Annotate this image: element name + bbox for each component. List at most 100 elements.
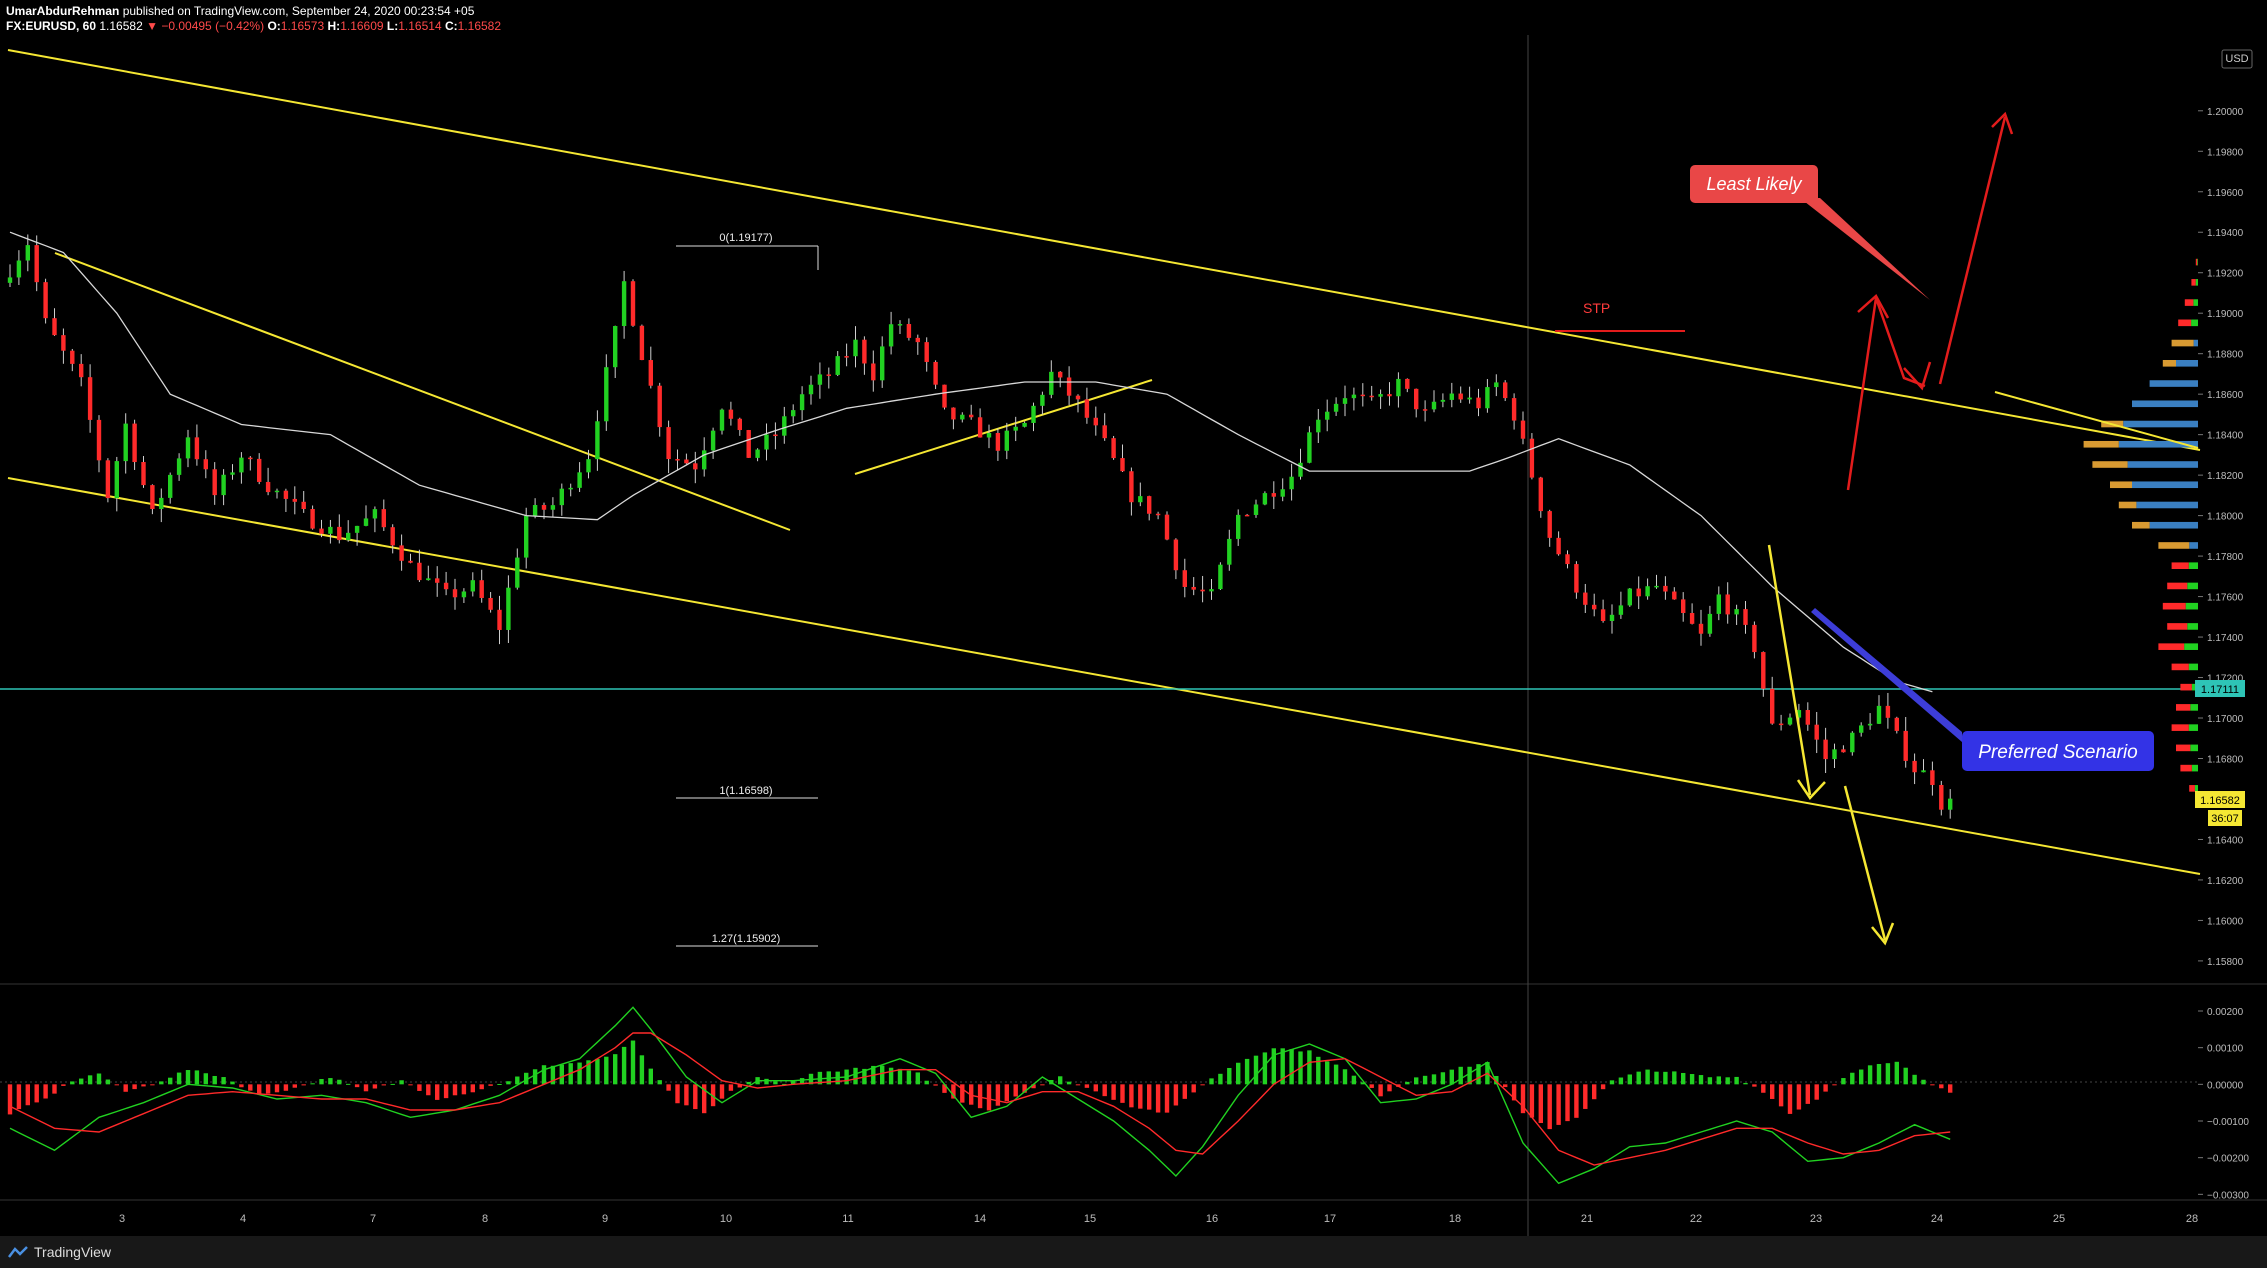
macd-hist-bar bbox=[354, 1084, 360, 1088]
macd-hist-bar bbox=[1414, 1077, 1419, 1085]
price-tick-label: 1.18000 bbox=[2207, 512, 2244, 523]
macd-hist-bar bbox=[328, 1078, 333, 1085]
symbol-label[interactable]: FX:EURUSD, 60 bbox=[6, 19, 97, 33]
candle-body bbox=[915, 337, 920, 343]
channel-bottom-line[interactable] bbox=[7, 477, 2201, 875]
preferred-scenario-callout[interactable]: Preferred Scenario bbox=[1962, 731, 2154, 771]
preferred-arrows[interactable] bbox=[1767, 544, 1895, 946]
candle-body bbox=[746, 430, 751, 458]
author-name[interactable]: UmarAbdurRehman bbox=[6, 4, 120, 18]
macd-hist-bar bbox=[1743, 1082, 1748, 1085]
candle-body bbox=[1930, 770, 1935, 785]
macd-hist-bar bbox=[960, 1084, 965, 1103]
macd-hist-bar bbox=[337, 1079, 342, 1085]
macd-hist-bar bbox=[1369, 1084, 1374, 1088]
candle-body bbox=[1138, 496, 1143, 503]
candle-body bbox=[159, 497, 164, 509]
price-tick-label: 1.17600 bbox=[2207, 593, 2244, 604]
last-price-tag-box bbox=[2195, 791, 2245, 808]
high-value: 1.16609 bbox=[340, 19, 384, 33]
trendlines[interactable] bbox=[7, 49, 2201, 875]
candle-body bbox=[7, 277, 13, 283]
candle-body bbox=[363, 518, 369, 526]
candle-body bbox=[1129, 471, 1134, 503]
support-tag: 1.17111 bbox=[2201, 684, 2239, 696]
candle-body bbox=[185, 437, 191, 459]
macd-hist-bar bbox=[1387, 1084, 1392, 1092]
candle-body bbox=[34, 245, 39, 283]
tradingview-brand[interactable]: TradingView bbox=[34, 1244, 112, 1260]
fibonacci-tool[interactable]: 0(1.19177) 1(1.16598) 1.27(1.15902) bbox=[676, 232, 819, 947]
price-tick-label: 1.16400 bbox=[2207, 835, 2244, 846]
vp-bar-down bbox=[2176, 704, 2191, 711]
vp-bar-down bbox=[2167, 623, 2188, 630]
candle-body bbox=[1814, 724, 1819, 740]
channel-top-line[interactable] bbox=[7, 49, 2201, 451]
price-chart[interactable]: 0(1.19177) 1(1.16598) 1.27(1.15902) STP … bbox=[0, 0, 2267, 1236]
tradingview-logo-icon[interactable] bbox=[8, 1246, 28, 1258]
candle-body bbox=[1672, 591, 1677, 600]
candle-body bbox=[1316, 419, 1321, 433]
macd-hist-bar bbox=[61, 1084, 66, 1086]
macd-tick-label: 0.00000 bbox=[2207, 1080, 2244, 1091]
macd-hist-bar bbox=[212, 1075, 217, 1085]
preferred-box bbox=[1962, 731, 2154, 771]
candle-body bbox=[1111, 438, 1116, 459]
wedge-upper-line[interactable] bbox=[54, 252, 791, 531]
rising-trendline-1[interactable] bbox=[854, 379, 1153, 475]
macd-hist-bar bbox=[933, 1084, 938, 1086]
price-tick-label: 1.16800 bbox=[2207, 754, 2244, 765]
vp-bar-value-area bbox=[2176, 360, 2198, 367]
candle-body bbox=[25, 245, 30, 261]
vp-bar-up bbox=[2193, 299, 2198, 306]
macd-hist-bar bbox=[1004, 1084, 1009, 1102]
volume-profile[interactable] bbox=[1994, 258, 2199, 792]
macd-hist-bar bbox=[34, 1084, 39, 1103]
least-likely-arrows[interactable] bbox=[1846, 111, 2014, 491]
time-axis[interactable]: 3 4 7 8 9 10 11 14 15 16 17 18 21 22 23 24 25 28 bbox=[119, 1213, 2198, 1225]
candle-body bbox=[1325, 411, 1330, 420]
vp-bar-up bbox=[2185, 602, 2198, 610]
macd-hist-bar bbox=[168, 1077, 173, 1085]
candle-body bbox=[1182, 570, 1187, 587]
price-axis[interactable]: 1.20000 1.19800 1.19600 1.19400 1.19200 1.190… bbox=[2198, 107, 2244, 968]
macd-hist-bar bbox=[1440, 1072, 1446, 1085]
macd-hist-bar bbox=[924, 1080, 929, 1085]
time-tick-label: 8 bbox=[482, 1213, 488, 1225]
time-tick-label: 4 bbox=[240, 1213, 246, 1225]
least-likely-callout[interactable]: Least Likely bbox=[1690, 165, 1930, 300]
candle-body bbox=[1360, 394, 1365, 397]
candle-body bbox=[1084, 399, 1090, 418]
candle-body bbox=[684, 459, 689, 464]
vp-bar-volume bbox=[2118, 501, 2137, 509]
candle-body bbox=[1556, 537, 1561, 555]
macd-hist-bar bbox=[248, 1084, 253, 1091]
down-triangle-icon: ▼ bbox=[146, 19, 158, 33]
vp-bar-down bbox=[2195, 258, 2198, 266]
yellow-arrowhead-1 bbox=[1796, 779, 1826, 801]
yellow-arrowhead-2 bbox=[1871, 922, 1895, 946]
candle-body bbox=[577, 472, 582, 488]
macd-hist-bar bbox=[1333, 1064, 1339, 1085]
macd-hist-bar bbox=[1511, 1084, 1517, 1101]
candle-body bbox=[1894, 717, 1899, 731]
candle-body bbox=[1369, 395, 1374, 398]
macd-hist-bar bbox=[1689, 1074, 1695, 1085]
candle-body bbox=[96, 419, 102, 461]
macd-hist-bar bbox=[150, 1084, 155, 1086]
macd-hist-bar bbox=[1280, 1048, 1285, 1085]
vp-bar-value-area bbox=[2132, 400, 2198, 408]
macd-hist-bar bbox=[817, 1071, 823, 1085]
candle-body bbox=[1431, 401, 1437, 410]
candle-body bbox=[1298, 462, 1303, 477]
candle-body bbox=[710, 430, 716, 451]
macd-hist-bar bbox=[1681, 1072, 1686, 1085]
candle-body bbox=[675, 459, 680, 461]
vp-bar-value-area bbox=[2127, 461, 2198, 468]
candle-body bbox=[524, 515, 529, 558]
candle-body bbox=[132, 423, 137, 463]
vp-bar-down bbox=[2180, 683, 2192, 691]
candle-body bbox=[1458, 393, 1463, 400]
vp-bar-value-area bbox=[2193, 339, 2198, 347]
macd-axis[interactable]: 0.00200 0.00100 0.00000 −0.00100 −0.00200 −0.… bbox=[2198, 1007, 2249, 1201]
